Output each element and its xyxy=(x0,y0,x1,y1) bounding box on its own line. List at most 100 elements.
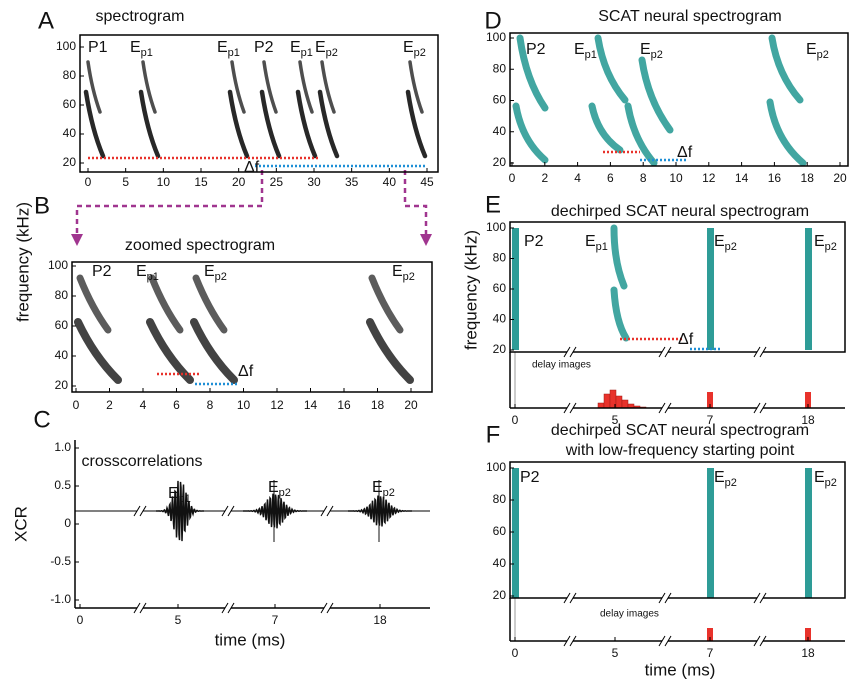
delay-bar xyxy=(707,392,713,408)
neural-column xyxy=(805,228,812,350)
annotation-base: E xyxy=(585,233,596,250)
axis-break xyxy=(133,505,141,517)
x-tick-label: 15 xyxy=(194,175,208,189)
annotation-sub: p2 xyxy=(825,477,837,489)
panel-title: dechirped SCAT neural spectrogram xyxy=(551,422,809,439)
axis-break-gap xyxy=(567,348,573,356)
annotation-sub: p1 xyxy=(301,47,313,59)
axis-break-gap xyxy=(757,637,763,645)
delay-bar xyxy=(707,628,713,641)
neural-column xyxy=(512,228,519,350)
x-tick-label: 20 xyxy=(232,175,246,189)
y-tick-label: 1.0 xyxy=(54,440,71,454)
annotation-sub: p1 xyxy=(147,271,159,283)
y-tick-label: 0 xyxy=(64,516,71,530)
annotation: Ep2 xyxy=(403,39,426,59)
x-tick-label: 8 xyxy=(640,171,647,185)
x-tick-label: 2 xyxy=(541,171,548,185)
annotation-sub: p1 xyxy=(228,47,240,59)
annotation: P2 xyxy=(254,39,274,56)
axis-break xyxy=(759,402,767,414)
annotation: P2 xyxy=(524,233,544,250)
annotation: P2 xyxy=(526,41,546,58)
y-axis-label: frequency (kHz) xyxy=(461,230,480,350)
y-tick-label: 20 xyxy=(493,588,507,602)
axis-break-gap xyxy=(225,507,231,515)
annotation-base: E xyxy=(403,39,414,56)
streak xyxy=(83,89,106,159)
annotation-sub: p2 xyxy=(817,49,829,61)
annotation: P2 xyxy=(92,263,112,280)
axis-break xyxy=(133,602,141,614)
annotation-base: E xyxy=(372,479,383,496)
annotation: Ep2 xyxy=(268,479,291,499)
annotation-base: E xyxy=(574,41,585,58)
annotation-sub: p1 xyxy=(141,47,153,59)
annotation-base: P2 xyxy=(254,39,274,56)
axis-break-gap xyxy=(567,594,573,602)
axis-break-gap xyxy=(567,404,573,412)
annotation: Ep2 xyxy=(714,233,737,253)
annotation-base: E xyxy=(268,479,279,496)
axis-break xyxy=(221,505,229,517)
plot-frame xyxy=(509,32,849,167)
panel-title: crosscorrelations xyxy=(82,453,203,470)
axis-break-gap xyxy=(567,637,573,645)
delay-bar xyxy=(805,628,811,641)
x-tick-label: 10 xyxy=(237,398,251,412)
annotation-sub: p2 xyxy=(403,271,415,283)
neural-streak xyxy=(512,102,549,164)
axis-break xyxy=(658,346,666,358)
annotation: Ep2 xyxy=(814,469,837,489)
x-tick-label: 5 xyxy=(612,646,619,660)
x-axis-label: time (ms) xyxy=(645,660,716,679)
axis-break xyxy=(753,346,761,358)
axis-break xyxy=(569,635,577,647)
x-tick-label: 5 xyxy=(175,613,182,627)
y-tick-label: 0.5 xyxy=(54,478,71,492)
y-axis-label: frequency (kHz) xyxy=(13,202,32,322)
plot-frame xyxy=(79,34,439,173)
x-tick-label: 12 xyxy=(702,171,716,185)
streak xyxy=(405,89,428,159)
axis-break-gap xyxy=(662,348,668,356)
axis-break xyxy=(664,402,672,414)
y-tick-label: 40 xyxy=(493,124,507,138)
axis-break xyxy=(569,402,577,414)
axis-break xyxy=(227,505,235,517)
x-tick-label: 0 xyxy=(512,413,519,427)
x-tick-label: 18 xyxy=(801,171,815,185)
y-tick-label: 40 xyxy=(55,348,69,362)
y-tick-label: 100 xyxy=(56,39,76,53)
axis-break xyxy=(759,346,767,358)
y-tick-label: 60 xyxy=(55,318,69,332)
x-tick-label: 20 xyxy=(833,171,847,185)
axis-break xyxy=(563,346,571,358)
annotation-sub: p2 xyxy=(383,487,395,499)
neural-column xyxy=(512,468,519,598)
xcr-waveform xyxy=(242,493,308,529)
streak xyxy=(262,60,278,114)
axis-break-gap xyxy=(225,604,231,612)
y-tick-label: 20 xyxy=(63,155,77,169)
streak xyxy=(317,89,340,159)
annotation-sub: p1 xyxy=(596,241,608,253)
annotation: Ep1 xyxy=(290,39,313,59)
annotation: P2 xyxy=(520,469,540,486)
neural-column xyxy=(707,468,714,598)
y-tick-label: 40 xyxy=(493,556,507,570)
neural-streak xyxy=(638,56,674,134)
delay-label: delay images xyxy=(532,360,591,371)
annotation: Ep1 xyxy=(130,39,153,59)
delta-f: Δf xyxy=(244,159,260,176)
axis-break xyxy=(569,592,577,604)
annotation: Ep1 xyxy=(136,263,159,283)
axis-break-gap xyxy=(662,637,668,645)
axis-break-gap xyxy=(757,404,763,412)
y-tick-label: 20 xyxy=(493,155,507,169)
x-tick-label: 6 xyxy=(173,398,180,412)
axis-break-gap xyxy=(137,604,143,612)
axis-break-gap xyxy=(757,348,763,356)
axis-break xyxy=(326,505,334,517)
annotation-base: E xyxy=(217,39,228,56)
